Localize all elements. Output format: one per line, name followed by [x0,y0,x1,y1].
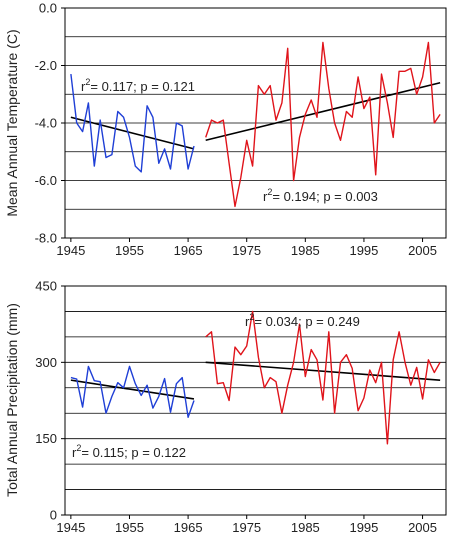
x-tick-label: 2005 [408,520,437,535]
precipitation-annotation-right: r2= 0.034; p = 0.249 [245,312,360,329]
x-tick-label: 1975 [232,520,261,535]
temperature-panel: -8.0 -6.0 -4.0 -2.0 0.0 1945 1955 1965 1975 1985… [4,1,447,258]
temperature-annotation-right: r2= 0.194; p = 0.003 [263,187,378,204]
x-tick-label: 1985 [291,243,320,258]
x-tick-label: 1955 [115,520,144,535]
y-tick-label: 150 [35,431,57,446]
y-tick-label: 450 [35,279,57,294]
precipitation-annotation-left: r2= 0.115; p = 0.122 [72,443,186,460]
x-tick-label: 1965 [174,243,203,258]
x-tick-label: 1955 [115,243,144,258]
series-line [70,365,195,418]
temperature-annotation-left: r2= 0.117; p = 0.121 [81,77,195,94]
series-line [70,74,195,173]
y-tick-label: -2.0 [35,58,57,73]
series-line [205,310,441,445]
x-tick-label: 1975 [232,243,261,258]
y-tick-label: -4.0 [35,116,57,131]
temperature-y-axis-label: Mean Annual Temperature (C) [4,29,20,216]
y-tick-label: 0 [50,508,57,523]
x-tick-label: 1995 [349,243,378,258]
y-tick-label: 300 [35,355,57,370]
y-tick-label: 0.0 [39,1,57,16]
y-tick-label: -8.0 [35,231,57,246]
series-line [205,41,441,208]
trend-line [205,361,441,381]
x-tick-label: 1985 [291,520,320,535]
precipitation-plot-frame [64,285,447,516]
x-tick-label: 1965 [174,520,203,535]
x-tick-label: 1995 [349,520,378,535]
x-tick-label: 1945 [56,243,85,258]
x-tick-label: 2005 [408,243,437,258]
x-tick-label: 1945 [56,520,85,535]
precipitation-y-axis-label: Total Annual Precipitation (mm) [4,303,20,497]
y-tick-label: -6.0 [35,173,57,188]
trend-line [205,81,441,142]
